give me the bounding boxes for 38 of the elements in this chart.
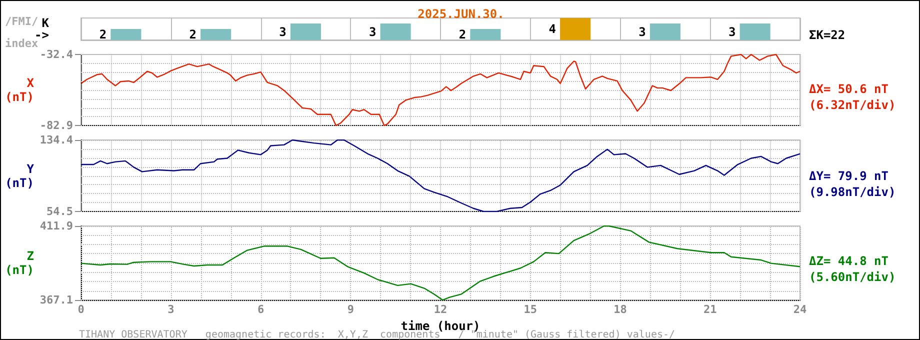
y-tick-label: -32.4: [40, 48, 74, 61]
x-tick-label: 18: [614, 303, 627, 316]
data-label: 4: [548, 22, 556, 36]
text: ΔZ= 44.8 nT: [809, 254, 888, 268]
line-series: [80, 139, 801, 212]
data-label: 3: [279, 24, 286, 39]
y-tick-label: 54.5: [46, 205, 73, 218]
y-tick-label: 134.4: [40, 134, 74, 146]
text: ΔY= 79.9 nT: [809, 169, 888, 183]
data-label: 2: [99, 28, 107, 42]
x-tick-label: 6: [257, 303, 264, 316]
x-tick-label: 24: [793, 303, 807, 316]
x-tick-label: 15: [524, 303, 537, 316]
chart-title: 2025.JUN.30.: [418, 7, 504, 21]
data-label: 3: [638, 24, 646, 39]
y-axis-title: Z (nT): [5, 249, 34, 277]
line-series: [80, 54, 801, 126]
y-tick-label: 411.9: [40, 220, 73, 232]
x-tick-label: 0: [78, 303, 84, 316]
x-tick-label: 12: [434, 303, 448, 316]
text: (9.98nT/div): [809, 185, 896, 199]
text: (5.60nT/div): [809, 270, 896, 284]
text: ΔX= 50.6 nT: [809, 82, 888, 96]
text: ΣK=22: [809, 28, 846, 42]
line-series: [80, 225, 801, 301]
x-tick-label: 9: [347, 303, 354, 316]
y-tick-label: 367.1: [40, 294, 74, 306]
data-label: 3: [728, 24, 736, 39]
y-tick-label: -82.9: [40, 119, 73, 132]
data-label: 2: [458, 28, 466, 42]
text: index: [5, 37, 38, 50]
y-axis-title: X (nT): [5, 76, 35, 104]
y-axis-title: Y (nT): [5, 162, 35, 190]
x-tick-label: 3: [168, 303, 174, 316]
x-tick-label: 21: [704, 303, 718, 316]
data-label: 3: [369, 24, 376, 39]
text: (6.32nT/div): [809, 98, 896, 112]
data-label: 2: [189, 28, 197, 42]
